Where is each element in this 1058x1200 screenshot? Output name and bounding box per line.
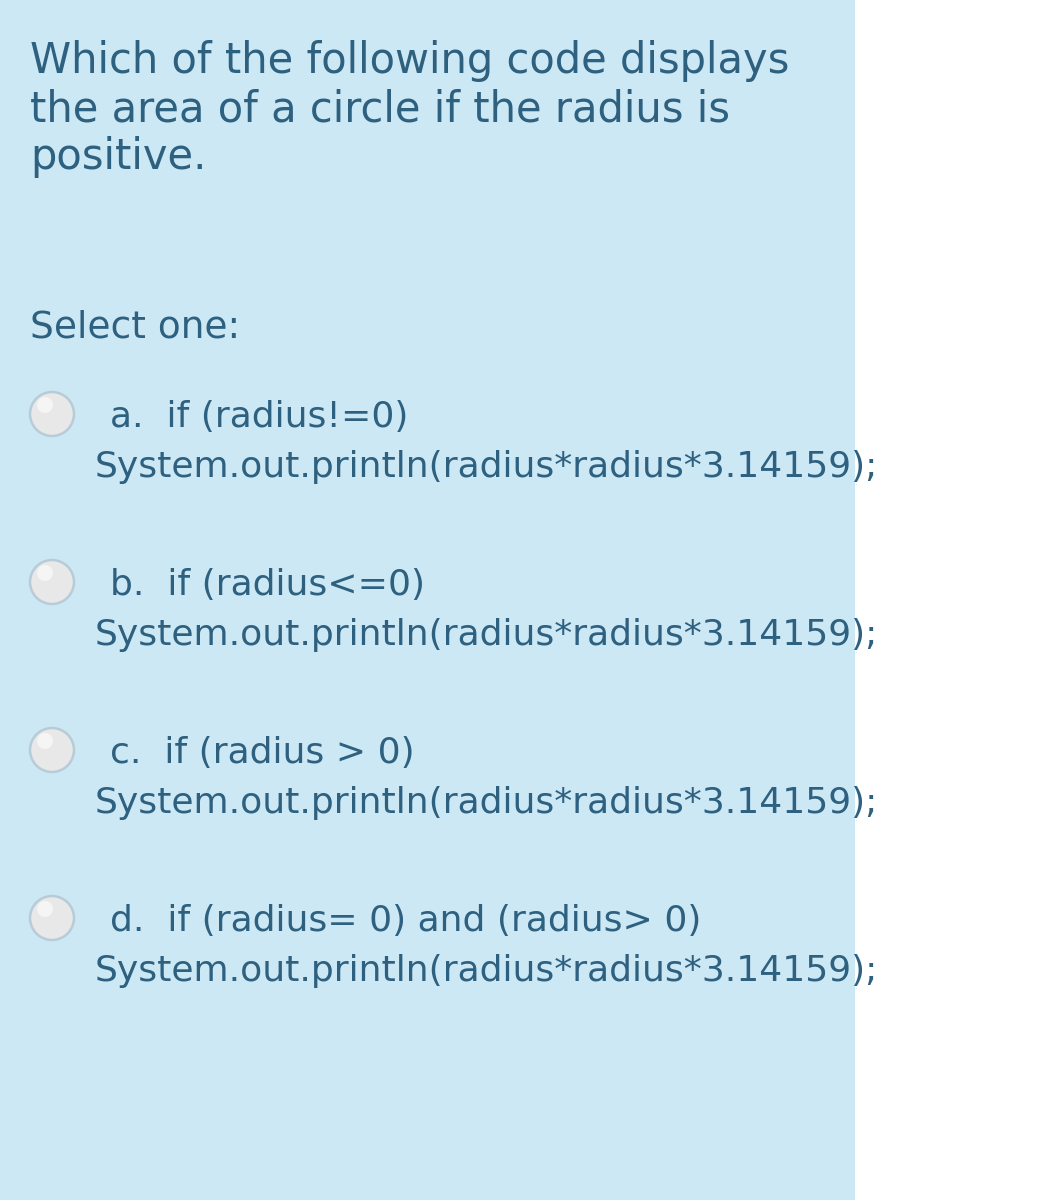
Circle shape <box>30 560 74 604</box>
Text: the area of a circle if the radius is: the area of a circle if the radius is <box>30 88 730 130</box>
Text: b.  if (radius<=0): b. if (radius<=0) <box>110 568 425 602</box>
Text: positive.: positive. <box>30 136 206 178</box>
Circle shape <box>30 728 74 772</box>
Text: a.  if (radius!=0): a. if (radius!=0) <box>110 400 408 434</box>
Circle shape <box>37 901 53 917</box>
Text: System.out.println(radius*radius*3.14159);: System.out.println(radius*radius*3.14159… <box>95 954 878 988</box>
Text: Select one:: Select one: <box>30 310 240 346</box>
Circle shape <box>37 397 53 413</box>
Bar <box>855 0 1058 1200</box>
Text: d.  if (radius= 0) and (radius> 0): d. if (radius= 0) and (radius> 0) <box>110 904 701 938</box>
Circle shape <box>30 896 74 940</box>
Text: c.  if (radius > 0): c. if (radius > 0) <box>110 736 415 770</box>
Text: System.out.println(radius*radius*3.14159);: System.out.println(radius*radius*3.14159… <box>95 450 878 484</box>
Circle shape <box>37 733 53 749</box>
Text: System.out.println(radius*radius*3.14159);: System.out.println(radius*radius*3.14159… <box>95 786 878 820</box>
Circle shape <box>37 565 53 581</box>
Circle shape <box>30 392 74 436</box>
Text: System.out.println(radius*radius*3.14159);: System.out.println(radius*radius*3.14159… <box>95 618 878 652</box>
Text: Which of the following code displays: Which of the following code displays <box>30 40 789 82</box>
